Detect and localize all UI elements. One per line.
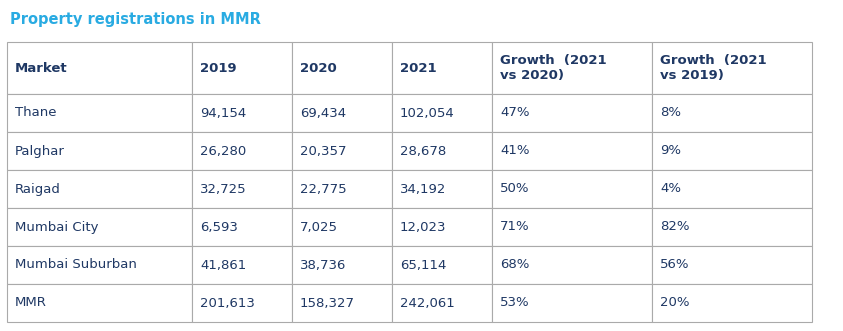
Text: 102,054: 102,054 — [400, 107, 454, 119]
Bar — [192, 132, 292, 170]
Text: 69,434: 69,434 — [300, 107, 346, 119]
Bar — [192, 246, 292, 284]
Text: 22,775: 22,775 — [300, 182, 346, 196]
Text: 2021: 2021 — [400, 62, 437, 74]
Text: 94,154: 94,154 — [200, 107, 246, 119]
Bar — [7, 208, 192, 246]
Bar — [7, 42, 192, 94]
Text: 82%: 82% — [660, 220, 690, 233]
Text: Growth  (2021
vs 2019): Growth (2021 vs 2019) — [660, 54, 766, 82]
Bar — [652, 132, 812, 170]
Text: 8%: 8% — [660, 107, 681, 119]
Bar — [492, 42, 652, 94]
Text: 2020: 2020 — [300, 62, 336, 74]
Bar — [392, 284, 492, 322]
Text: 68%: 68% — [500, 259, 529, 271]
Text: 20%: 20% — [660, 297, 690, 309]
Bar — [652, 246, 812, 284]
Bar — [7, 170, 192, 208]
Bar — [652, 284, 812, 322]
Bar — [492, 132, 652, 170]
Bar — [292, 284, 392, 322]
Bar — [192, 94, 292, 132]
Bar — [292, 132, 392, 170]
Text: 41%: 41% — [500, 145, 529, 158]
Text: 4%: 4% — [660, 182, 681, 196]
Text: Thane: Thane — [15, 107, 56, 119]
Text: 242,061: 242,061 — [400, 297, 454, 309]
Bar — [192, 284, 292, 322]
Text: Growth  (2021
vs 2020): Growth (2021 vs 2020) — [500, 54, 607, 82]
Text: 201,613: 201,613 — [200, 297, 255, 309]
Bar — [292, 42, 392, 94]
Text: 34,192: 34,192 — [400, 182, 447, 196]
Bar — [392, 208, 492, 246]
Bar — [192, 42, 292, 94]
Text: MMR: MMR — [15, 297, 47, 309]
Text: 65,114: 65,114 — [400, 259, 447, 271]
Text: 56%: 56% — [660, 259, 690, 271]
Text: 50%: 50% — [500, 182, 529, 196]
Text: Market: Market — [15, 62, 67, 74]
Text: 41,861: 41,861 — [200, 259, 246, 271]
Bar — [292, 94, 392, 132]
Bar — [392, 94, 492, 132]
Text: Mumbai City: Mumbai City — [15, 220, 99, 233]
Bar — [192, 170, 292, 208]
Text: 71%: 71% — [500, 220, 529, 233]
Text: Property registrations in MMR: Property registrations in MMR — [10, 12, 260, 27]
Text: 38,736: 38,736 — [300, 259, 346, 271]
Bar — [392, 170, 492, 208]
Text: 26,280: 26,280 — [200, 145, 246, 158]
Text: Palghar: Palghar — [15, 145, 65, 158]
Text: 9%: 9% — [660, 145, 681, 158]
Text: 7,025: 7,025 — [300, 220, 338, 233]
Text: 47%: 47% — [500, 107, 529, 119]
Bar — [7, 284, 192, 322]
Text: 32,725: 32,725 — [200, 182, 247, 196]
Bar — [492, 208, 652, 246]
Bar — [192, 208, 292, 246]
Bar — [292, 170, 392, 208]
Text: 2019: 2019 — [200, 62, 237, 74]
Bar — [652, 42, 812, 94]
Text: Mumbai Suburban: Mumbai Suburban — [15, 259, 137, 271]
Bar — [492, 284, 652, 322]
Text: 12,023: 12,023 — [400, 220, 447, 233]
Text: 6,593: 6,593 — [200, 220, 238, 233]
Bar — [292, 208, 392, 246]
Bar — [7, 94, 192, 132]
Bar — [652, 94, 812, 132]
Bar — [492, 246, 652, 284]
Bar — [392, 246, 492, 284]
Bar — [7, 132, 192, 170]
Bar — [392, 132, 492, 170]
Bar — [7, 246, 192, 284]
Text: 53%: 53% — [500, 297, 529, 309]
Bar — [492, 170, 652, 208]
Text: Raigad: Raigad — [15, 182, 61, 196]
Bar — [392, 42, 492, 94]
Bar — [652, 170, 812, 208]
Bar — [652, 208, 812, 246]
Bar — [492, 94, 652, 132]
Text: 158,327: 158,327 — [300, 297, 355, 309]
Bar — [292, 246, 392, 284]
Text: 20,357: 20,357 — [300, 145, 346, 158]
Text: 28,678: 28,678 — [400, 145, 446, 158]
